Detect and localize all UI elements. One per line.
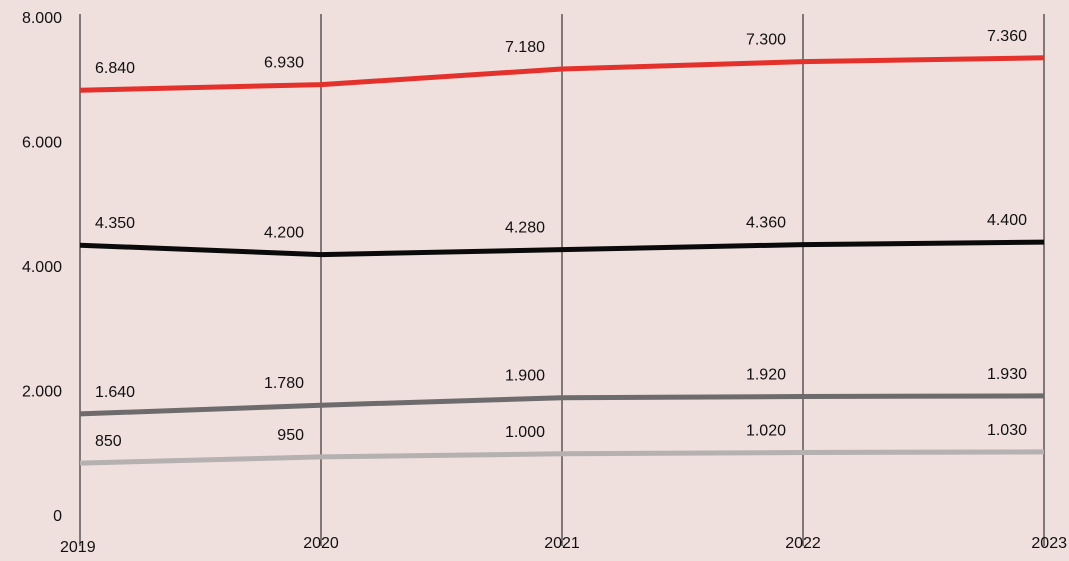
y-tick-label: 8.000 xyxy=(22,10,62,27)
data-label: 1.920 xyxy=(746,366,786,383)
data-label: 1.000 xyxy=(505,424,545,441)
x-tick-label-2022: 2022 xyxy=(785,535,821,552)
data-label: 7.300 xyxy=(746,32,786,49)
series-line-4 xyxy=(79,449,1045,466)
y-tick-label: 0 xyxy=(53,508,62,525)
data-label: 950 xyxy=(277,427,304,444)
x-tick-label-2020: 2020 xyxy=(303,535,339,552)
gridlines xyxy=(79,14,1045,546)
data-label: 7.180 xyxy=(505,39,545,56)
data-label: 4.360 xyxy=(746,215,786,232)
data-label: 1.900 xyxy=(505,368,545,385)
x-axis: 2019 2020 2021 2022 2023 xyxy=(60,535,1067,556)
y-axis: 0 2.000 4.000 6.000 8.000 xyxy=(22,10,62,525)
y-tick-label: 4.000 xyxy=(22,259,62,276)
data-label: 4.400 xyxy=(987,212,1027,229)
series-line-1 xyxy=(79,55,1045,93)
data-label: 1.930 xyxy=(987,366,1027,383)
data-label: 1.640 xyxy=(95,384,135,401)
data-label: 6.930 xyxy=(264,55,304,72)
data-label: 1.030 xyxy=(987,422,1027,439)
series-line-3 xyxy=(79,393,1045,417)
data-label: 1.020 xyxy=(746,423,786,440)
y-tick-label: 2.000 xyxy=(22,384,62,401)
data-labels: 6.840 6.930 7.180 7.300 7.360 4.350 4.200 4.280… xyxy=(95,28,1027,450)
series-lines xyxy=(79,55,1045,466)
data-label: 4.280 xyxy=(505,220,545,237)
data-label: 6.840 xyxy=(95,60,135,77)
data-label: 7.360 xyxy=(987,28,1027,45)
data-label: 4.350 xyxy=(95,215,135,232)
data-label: 850 xyxy=(95,433,122,450)
data-label: 4.200 xyxy=(264,225,304,242)
y-tick-label: 6.000 xyxy=(22,135,62,152)
data-label: 1.780 xyxy=(264,375,304,392)
x-tick-label-2019: 2019 xyxy=(60,539,96,556)
series-line-2 xyxy=(79,239,1045,258)
x-tick-label-2023: 2023 xyxy=(1031,535,1067,552)
x-tick-label-2021: 2021 xyxy=(544,535,580,552)
